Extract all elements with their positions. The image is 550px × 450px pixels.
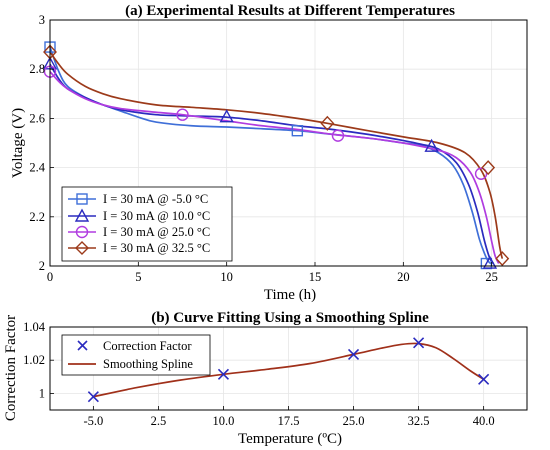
chart-a-y-axis-label: Voltage (V) xyxy=(10,108,26,178)
chart-a-series-3-point xyxy=(481,160,496,176)
legend-entry-minus5: I = 30 mA @ -5.0 °C xyxy=(68,192,208,206)
chart-a-series-lines xyxy=(49,46,504,265)
legend-entry-smoothing-spline: Smoothing Spline xyxy=(68,357,193,371)
chart-a-y-tick-label: 2.2 xyxy=(29,210,45,224)
chart-b-x-axis-label: Temperature (ºC) xyxy=(238,431,342,447)
chart-b-y-ticks: 1 1.02 1.04 xyxy=(23,320,54,400)
chart-b-series-1-line xyxy=(93,342,485,398)
chart-a-series-2-point xyxy=(474,167,488,180)
legend-entry-correction-factor: Correction Factor xyxy=(77,339,192,353)
chart-b-series-markers xyxy=(87,337,490,403)
chart-a-y-tick-label: 2.6 xyxy=(29,111,45,125)
chart-a-y-tick-label: 2.8 xyxy=(29,62,45,76)
chart-a-series-1-point xyxy=(482,255,498,269)
legend-label-32-5: I = 30 mA @ 32.5 °C xyxy=(103,241,210,255)
chart-a-y-tick-label: 2.4 xyxy=(29,161,45,175)
chart-b-y-tick-label: 1.04 xyxy=(23,320,46,334)
chart-b-x-ticks: -5.0 2.5 10.0 17.5 25.0 32.5 40.0 xyxy=(83,406,495,428)
chart-a-x-tick-label: 25 xyxy=(485,270,498,284)
chart-b-title: (b) Curve Fitting Using a Smoothing Spli… xyxy=(151,310,429,326)
chart-a-x-tick-label: 20 xyxy=(397,270,410,284)
chart-a-series-2-point xyxy=(331,129,345,142)
legend-label-smoothing-spline: Smoothing Spline xyxy=(103,357,193,371)
chart-b-series-0-point xyxy=(87,391,99,403)
chart-b-x-tick-label: -5.0 xyxy=(83,414,103,428)
chart-a-series-2-line xyxy=(49,71,500,264)
chart-a-y-ticks: 2 2.2 2.4 2.6 2.8 3 xyxy=(29,13,54,273)
legend-label-25: I = 30 mA @ 25.0 °C xyxy=(103,225,210,239)
chart-a-x-axis-label: Time (h) xyxy=(264,287,316,303)
chart-b-y-axis-label: Correction Factor xyxy=(3,315,19,421)
chart-b-series-0-point xyxy=(217,368,230,380)
chart-b-x-tick-label: 25.0 xyxy=(343,414,365,428)
chart-a-x-tick-label: 10 xyxy=(220,270,233,284)
chart-a-series-1-point xyxy=(219,109,234,123)
legend-entry-25: I = 30 mA @ 25.0 °C xyxy=(68,225,210,239)
chart-a-x-tick-label: 0 xyxy=(47,270,53,284)
chart-b-series-lines xyxy=(93,342,485,398)
legend-label-minus5: I = 30 mA @ -5.0 °C xyxy=(103,192,208,206)
chart-b-series-0-point xyxy=(413,337,425,349)
chart-a-series-3-line xyxy=(49,51,504,259)
chart-b-series-0-point xyxy=(347,348,360,360)
chart-a-y-tick-label: 3 xyxy=(39,13,45,27)
chart-a-x-tick-label: 5 xyxy=(135,270,141,284)
legend-entry-32-5: I = 30 mA @ 32.5 °C xyxy=(68,241,210,255)
legend-entry-10: I = 30 mA @ 10.0 °C xyxy=(68,208,210,223)
chart-b-x-tick-label: 10.0 xyxy=(213,414,235,428)
chart-a-x-tick-label: 15 xyxy=(309,270,322,284)
chart-a-series-3-point xyxy=(495,251,510,267)
chart-a-series-markers xyxy=(42,41,510,270)
chart-a-legend: I = 30 mA @ -5.0 °C I = 30 mA @ 10.0 °C … xyxy=(61,186,233,262)
legend-label-correction-factor: Correction Factor xyxy=(103,339,192,353)
chart-b-x-tick-label: 32.5 xyxy=(408,414,430,428)
chart-b-x-tick-label: 17.5 xyxy=(278,414,300,428)
chart-a-series-1-point xyxy=(424,138,439,152)
chart-a-x-ticks: 0 5 10 15 20 25 xyxy=(47,262,498,284)
chart-a-y-tick-label: 2 xyxy=(39,259,45,273)
legend-label-10: I = 30 mA @ 10.0 °C xyxy=(103,209,210,223)
chart-a-series-0-point xyxy=(291,124,304,137)
chart-b-x-tick-label: 40.0 xyxy=(473,414,495,428)
chart-a-series-3-point xyxy=(320,115,335,131)
chart-a-title: (a) Experimental Results at Different Te… xyxy=(125,3,455,19)
chart-b-y-tick-label: 1.02 xyxy=(23,353,45,367)
chart-b-series-0-point xyxy=(478,373,490,385)
chart-b-y-tick-label: 1 xyxy=(39,386,45,400)
chart-b-legend: Correction Factor Smoothing Spline xyxy=(61,334,211,376)
chart-a-axes-box xyxy=(49,19,528,267)
chart-b-x-tick-label: 2.5 xyxy=(151,414,167,428)
chart-a-series-2-point xyxy=(176,108,189,121)
